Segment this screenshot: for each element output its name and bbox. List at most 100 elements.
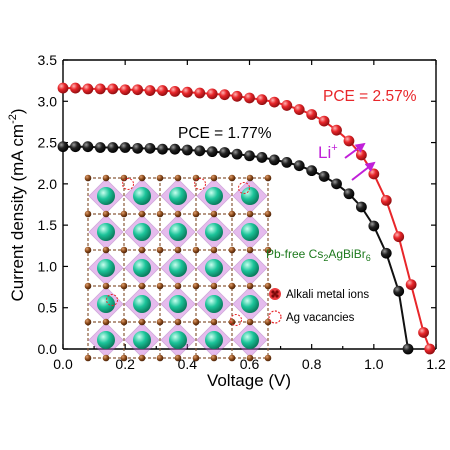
br-atom xyxy=(174,210,182,218)
series-label-black: PCE = 1.77% xyxy=(178,125,272,142)
y-tick-label: 1.5 xyxy=(38,217,58,233)
data-point xyxy=(94,142,106,153)
cs-atom xyxy=(169,259,187,277)
legend-vacancy-label: Ag vacancies xyxy=(286,312,355,324)
data-point xyxy=(293,160,305,172)
br-atom xyxy=(84,282,92,290)
data-point xyxy=(424,343,436,355)
br-atom xyxy=(228,174,236,182)
data-point xyxy=(356,149,367,161)
br-atom xyxy=(192,282,200,290)
data-point xyxy=(107,142,119,153)
data-point xyxy=(194,87,206,99)
br-atom xyxy=(210,282,218,290)
data-point xyxy=(380,247,392,259)
br-atom xyxy=(156,174,164,182)
br-atom xyxy=(210,210,218,218)
br-atom xyxy=(138,282,146,290)
cs-atom xyxy=(133,223,151,241)
data-point xyxy=(231,148,243,160)
crystal-structure-illustration xyxy=(84,174,272,362)
cs-atom xyxy=(241,187,259,205)
cs-atom xyxy=(205,259,223,277)
data-point xyxy=(306,109,318,120)
data-point xyxy=(331,178,342,190)
cs-atom xyxy=(133,187,151,205)
data-point xyxy=(82,83,94,95)
data-point xyxy=(206,146,218,158)
data-point xyxy=(70,141,81,153)
br-atom xyxy=(246,174,254,182)
data-point xyxy=(368,168,380,180)
data-point xyxy=(244,150,255,162)
br-atom xyxy=(246,282,254,290)
br-atom xyxy=(228,318,236,326)
data-point xyxy=(206,88,218,100)
ag-vacancy xyxy=(106,294,118,306)
x-axis-label: Voltage (V) xyxy=(207,371,291,390)
br-atom xyxy=(264,246,272,254)
y-tick-label: 0.5 xyxy=(38,300,58,316)
br-atom xyxy=(156,354,164,362)
data-point xyxy=(393,231,405,243)
br-atom xyxy=(174,318,182,326)
y-tick-label: 2.0 xyxy=(38,176,58,192)
cs-atom xyxy=(169,223,187,241)
x-tick-label: 1.0 xyxy=(364,356,384,372)
br-atom xyxy=(228,354,236,362)
data-point xyxy=(157,143,168,155)
br-atom xyxy=(228,282,236,290)
li-ion-label: Li+ xyxy=(318,142,338,162)
br-atom xyxy=(84,210,92,218)
cs-atom xyxy=(205,331,223,349)
x-tick-label: 0.2 xyxy=(115,356,135,372)
cs-atom xyxy=(169,331,187,349)
data-point xyxy=(368,220,380,232)
data-point xyxy=(119,142,131,153)
y-tick-label: 1.0 xyxy=(38,258,58,274)
data-point xyxy=(331,124,342,136)
br-atom xyxy=(120,246,128,254)
br-atom xyxy=(102,318,110,326)
data-point xyxy=(169,143,181,155)
br-atom xyxy=(120,210,128,218)
data-point xyxy=(70,82,81,94)
data-point xyxy=(268,154,280,166)
ag-vacancy xyxy=(194,178,206,190)
ag-vacancy xyxy=(238,182,250,194)
br-atom xyxy=(120,318,128,326)
br-atom xyxy=(138,318,146,326)
x-tick-label: 0.4 xyxy=(178,356,198,372)
cs-atom xyxy=(241,295,259,313)
br-atom xyxy=(156,246,164,254)
data-point xyxy=(343,135,355,147)
data-point xyxy=(107,83,119,95)
y-tick-label: 2.5 xyxy=(38,135,58,151)
cs-atom xyxy=(205,187,223,205)
data-point xyxy=(144,142,156,154)
cs-atom xyxy=(241,331,259,349)
br-atom xyxy=(120,354,128,362)
arrow-upper xyxy=(344,142,366,159)
cs-atom xyxy=(97,295,115,313)
br-atom xyxy=(174,354,182,362)
data-point xyxy=(57,141,69,153)
br-atom xyxy=(192,246,200,254)
y-axis-label: Current density (mA cm-2) xyxy=(7,108,27,301)
y-tick-label: 3.0 xyxy=(38,93,58,109)
cs-atom xyxy=(205,223,223,241)
cs-atom xyxy=(97,223,115,241)
material-label: Pb-free Cs2AgBiBr6 xyxy=(266,247,371,263)
data-point xyxy=(293,104,305,115)
cs-atom xyxy=(133,259,151,277)
br-atom xyxy=(174,246,182,254)
data-point xyxy=(281,100,293,111)
data-point xyxy=(119,84,131,96)
br-atom xyxy=(174,174,182,182)
data-point xyxy=(144,85,156,96)
data-point xyxy=(318,115,330,127)
br-atom xyxy=(192,318,200,326)
br-atom xyxy=(102,354,110,362)
br-atom xyxy=(264,354,272,362)
br-atom xyxy=(210,354,218,362)
